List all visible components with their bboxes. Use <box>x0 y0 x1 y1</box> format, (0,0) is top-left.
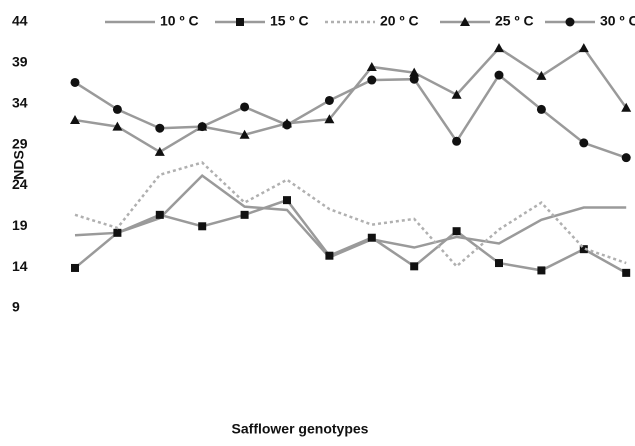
legend-marker <box>565 17 575 27</box>
legend-label: 20 º C <box>380 13 419 29</box>
data-point <box>71 263 79 272</box>
y-tick-label: 34 <box>12 94 28 110</box>
data-point <box>70 115 80 125</box>
data-point <box>240 210 249 219</box>
data-point <box>282 120 292 130</box>
y-tick-label: 39 <box>12 54 28 70</box>
data-point <box>579 138 589 148</box>
y-tick-label: 19 <box>12 217 28 233</box>
data-point <box>367 75 377 85</box>
data-point <box>325 251 334 260</box>
data-point <box>154 146 165 156</box>
legend-marker <box>460 17 470 26</box>
data-point <box>366 61 377 71</box>
data-point <box>621 153 631 163</box>
y-axis-label: NDS <box>11 150 27 180</box>
data-point <box>324 114 335 124</box>
data-point <box>239 129 250 139</box>
data-point <box>198 222 207 231</box>
data-point <box>621 102 632 112</box>
data-point <box>578 43 589 53</box>
data-point <box>537 266 546 275</box>
data-point <box>494 43 504 53</box>
series-line <box>74 173 627 259</box>
legend-label: 30 º C <box>600 13 635 29</box>
data-point <box>197 122 207 132</box>
data-point <box>367 233 376 242</box>
data-point <box>240 102 250 112</box>
data-point <box>452 227 461 236</box>
legend-marker <box>236 18 244 26</box>
data-point <box>155 210 164 219</box>
data-point <box>112 121 123 131</box>
y-tick-label: 44 <box>12 13 28 29</box>
data-point <box>536 70 547 80</box>
data-point <box>494 70 504 80</box>
y-tick-label: 14 <box>12 258 28 274</box>
data-point <box>536 104 546 114</box>
y-tick-label: 29 <box>12 135 28 151</box>
series-line <box>74 46 628 154</box>
legend-label: 10 º C <box>160 13 199 29</box>
data-point <box>579 245 588 254</box>
data-point <box>409 74 419 84</box>
data-point <box>113 228 122 237</box>
data-point <box>451 89 462 99</box>
data-point <box>409 67 420 77</box>
data-point <box>283 196 291 205</box>
data-point <box>155 123 165 133</box>
data-point <box>410 262 419 271</box>
data-point <box>324 95 334 105</box>
legend-label: 25 º C <box>495 13 534 29</box>
series-line <box>74 73 627 159</box>
data-point <box>452 136 462 146</box>
data-point <box>495 259 503 268</box>
y-tick-label: 24 <box>12 176 28 192</box>
series-line <box>74 161 627 269</box>
data-point <box>112 104 122 114</box>
legend-label: 15 º C <box>270 13 309 29</box>
data-point <box>622 268 631 277</box>
data-point <box>70 77 80 87</box>
y-tick-label: 9 <box>12 299 20 315</box>
series-line <box>74 198 627 274</box>
x-axis-label: Safflower genotypes <box>232 421 369 437</box>
